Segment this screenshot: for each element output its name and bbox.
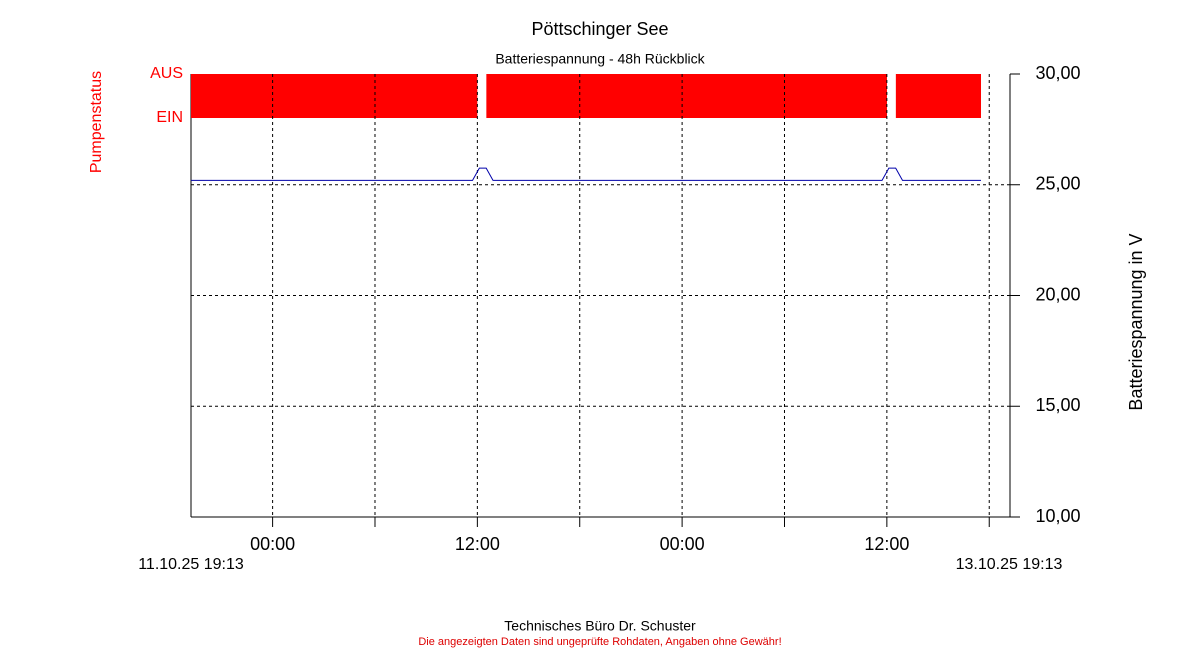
y-tick-label: 20,00 [1035, 284, 1080, 304]
x-tick-label: 12:00 [455, 534, 500, 554]
start-date-label: 11.10.25 19:13 [138, 556, 244, 573]
y-tick-label: 30,00 [1035, 63, 1080, 83]
y-tick-label: 10,00 [1035, 506, 1080, 526]
voltage-line [191, 167, 981, 181]
status-tick-label: AUS [150, 65, 183, 82]
x-tick-label: 00:00 [660, 534, 705, 554]
pump-status-bar [191, 74, 478, 118]
pump-status-bar [486, 74, 887, 118]
y-tick-label: 25,00 [1035, 174, 1080, 194]
x-tick-label: 12:00 [864, 534, 909, 554]
status-tick-label: EIN [156, 109, 183, 126]
end-date-label: 13.10.25 19:13 [956, 556, 1063, 573]
footer-disclaimer: Die angezeigten Daten sind ungeprüfte Ro… [418, 636, 781, 648]
chart-subtitle: Batteriespannung - 48h Rückblick [495, 51, 705, 67]
pump-status-bar [895, 74, 981, 118]
y-tick-label: 15,00 [1035, 395, 1080, 415]
footer-company: Technisches Büro Dr. Schuster [504, 618, 696, 634]
x-tick-label: 00:00 [250, 534, 295, 554]
status-axis-label: Pumpenstatus [88, 71, 105, 173]
chart-title: Pöttschinger See [531, 19, 668, 39]
y-axis-label: Batteriespannung in V [1126, 233, 1146, 410]
